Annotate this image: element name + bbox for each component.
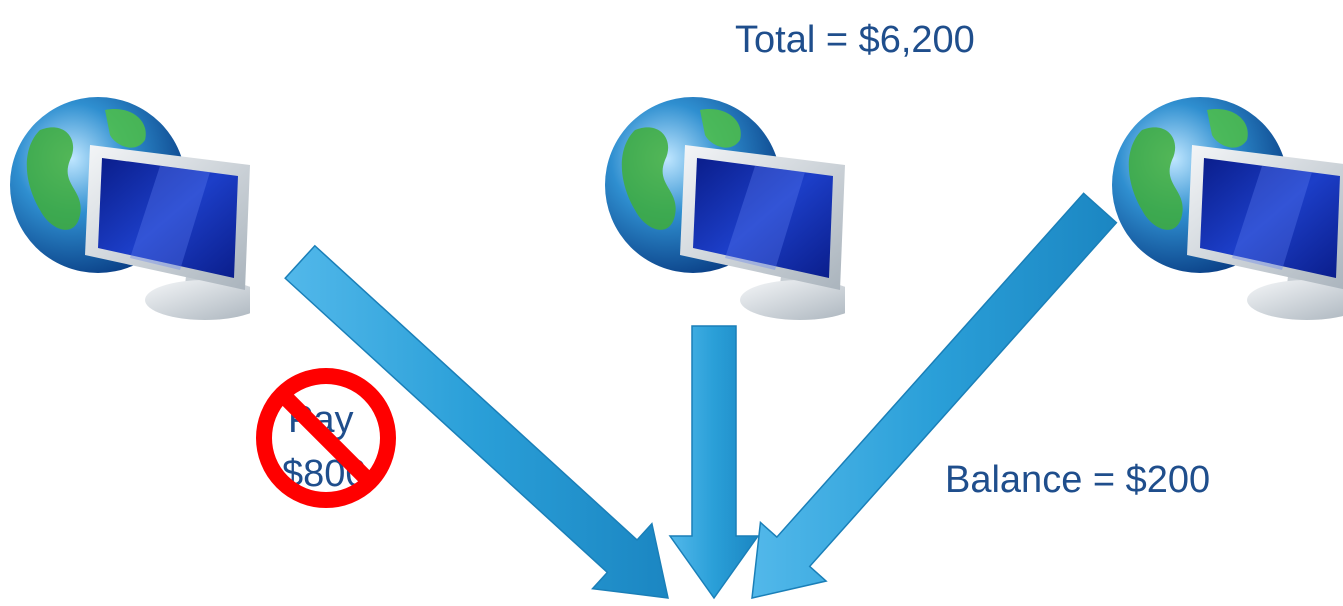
page: Total = $6,200 Pay $800 Balance = $200 (… bbox=[0, 0, 1343, 606]
diagram: Total = $6,200 Pay $800 Balance = $200 bbox=[0, 0, 1343, 606]
computer-icon bbox=[605, 97, 860, 320]
balance-label: Balance = $200 bbox=[945, 459, 1210, 501]
arrow bbox=[670, 326, 758, 598]
total-label: Total = $6,200 bbox=[735, 19, 975, 61]
computer-icon bbox=[1112, 97, 1343, 320]
computer-icon bbox=[10, 97, 265, 320]
